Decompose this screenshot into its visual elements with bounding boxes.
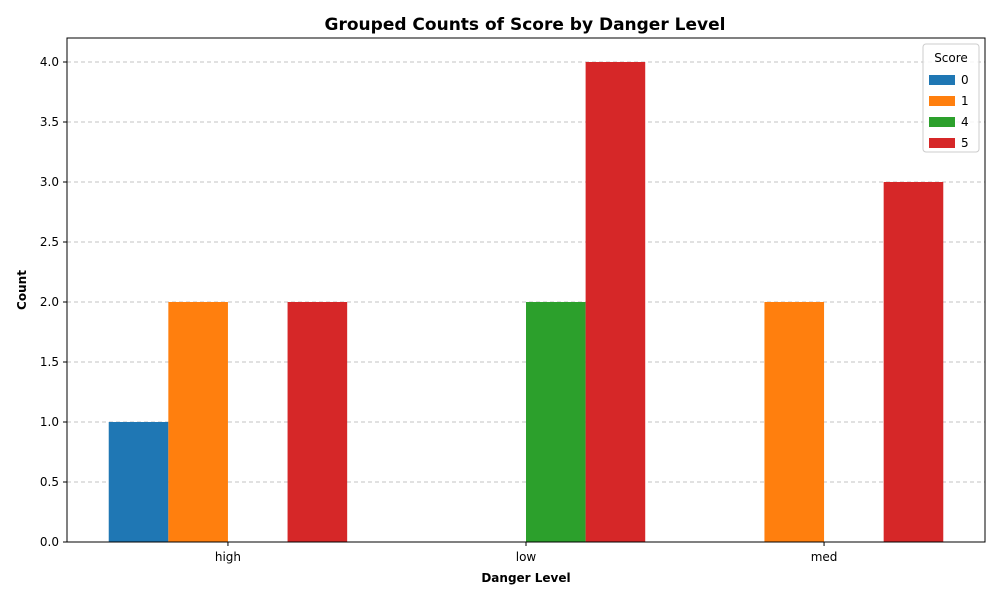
y-axis-label: Count — [15, 270, 29, 310]
bar-score-5-high — [287, 302, 348, 542]
legend-swatch-5 — [929, 138, 955, 148]
legend-swatch-4 — [929, 117, 955, 127]
x-axis-ticks: high low med — [215, 542, 838, 564]
legend-label-5: 5 — [961, 136, 969, 150]
y-tick-label: 2.5 — [40, 235, 59, 249]
chart-title: Grouped Counts of Score by Danger Level — [325, 15, 726, 35]
y-tick-label: 3.0 — [40, 175, 59, 189]
legend-label-1: 1 — [961, 94, 969, 108]
legend: Score 0 1 4 5 — [922, 43, 980, 153]
bar-score-0-high — [108, 422, 169, 542]
legend-title: Score — [934, 51, 968, 65]
x-tick-label-med: med — [811, 550, 838, 564]
y-tick-label: 0.5 — [40, 475, 59, 489]
legend-label-4: 4 — [961, 115, 969, 129]
y-tick-label: 2.0 — [40, 295, 59, 309]
bar-score-5-med — [883, 182, 944, 542]
x-tick-label-low: low — [516, 550, 537, 564]
y-tick-label: 0.0 — [40, 535, 59, 549]
y-tick-label: 1.5 — [40, 355, 59, 369]
y-axis-ticks: 0.0 0.5 1.0 1.5 2.0 2.5 3.0 3.5 4.0 — [40, 55, 67, 549]
x-tick-label-high: high — [215, 550, 241, 564]
bar-score-4-low — [526, 302, 586, 542]
y-tick-label: 3.5 — [40, 115, 59, 129]
bar-score-1-high — [168, 302, 228, 542]
legend-label-0: 0 — [961, 73, 969, 87]
x-axis-label: Danger Level — [481, 571, 570, 585]
legend-swatch-0 — [929, 75, 955, 85]
legend-swatch-1 — [929, 96, 955, 106]
bars — [108, 62, 944, 542]
bar-score-1-med — [764, 302, 825, 542]
y-tick-label: 4.0 — [40, 55, 59, 69]
y-tick-label: 1.0 — [40, 415, 59, 429]
bar-score-5-low — [585, 62, 646, 542]
